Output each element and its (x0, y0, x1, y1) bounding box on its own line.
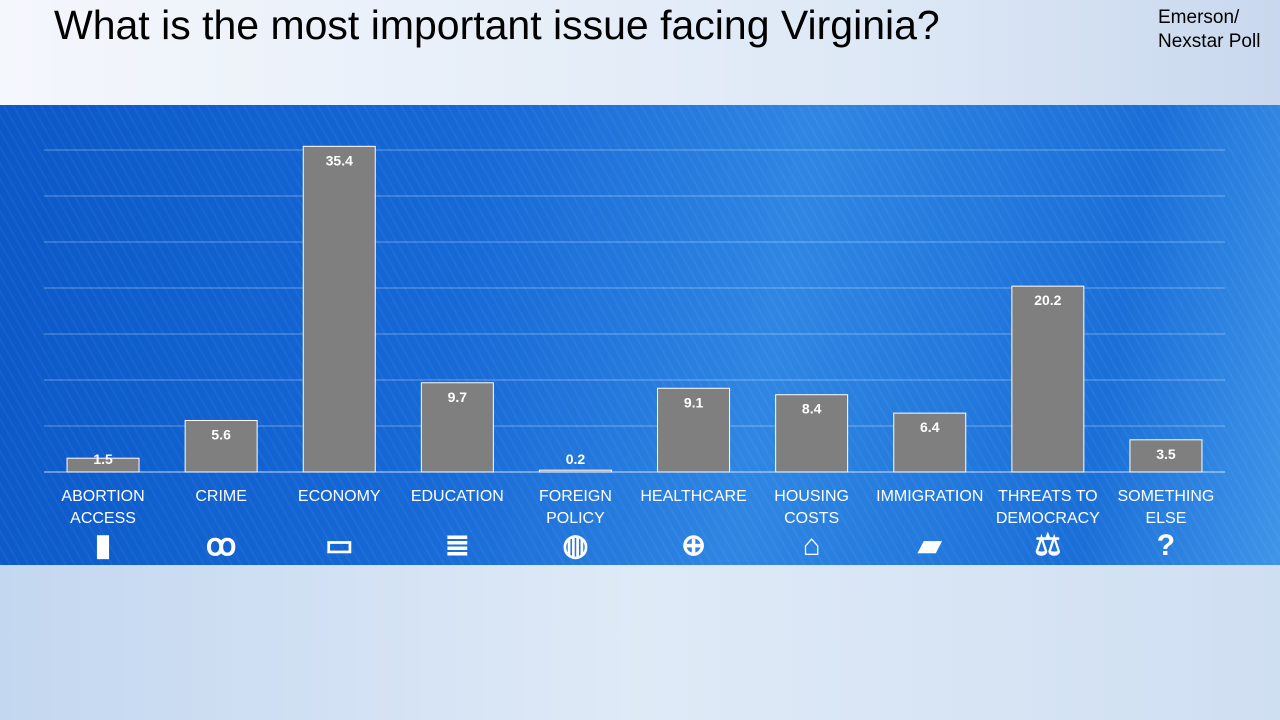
category-label-line: CRIME (195, 488, 247, 505)
bar (1129, 439, 1203, 473)
category-label-line: IMMIGRATION (876, 488, 984, 505)
category-label-line: THREATS TO (998, 488, 1098, 505)
money-icon: ▭ (325, 529, 354, 562)
data-label: 0.2 (566, 451, 586, 467)
scales-icon: ⚖ (1034, 529, 1062, 562)
handcuffs-icon: ꝏ (205, 529, 237, 562)
category-label: HEALTHCARE (634, 486, 754, 508)
category-label: ECONOMY (279, 486, 399, 508)
category-label-line: HEALTHCARE (640, 488, 747, 505)
category-label: SOMETHING ELSE (1106, 486, 1226, 530)
category-label-line: HOUSING (774, 488, 849, 505)
category-label: THREATS TO DEMOCRACY (988, 486, 1108, 530)
data-label: 20.2 (1034, 292, 1061, 308)
data-label: 5.6 (211, 426, 231, 442)
question-mark-icon: ? (1156, 529, 1176, 562)
bar (1011, 285, 1085, 473)
data-label: 6.4 (920, 419, 940, 435)
source-line: Nexstar Poll (1158, 31, 1261, 52)
footer-background (0, 565, 1280, 720)
category-label-line: ECONOMY (297, 488, 381, 505)
category-label-line: EDUCATION (410, 488, 504, 505)
category-label: HOUSING COSTS (752, 486, 872, 530)
chart-title: What is the most important issue facing … (54, 2, 940, 48)
category-label-line: ABORTION (61, 488, 145, 505)
category-label: FOREIGN POLICY (515, 486, 635, 530)
books-icon: ≣ (444, 529, 470, 562)
category-label-line: SOMETHING (1117, 488, 1215, 505)
data-label: 9.1 (684, 394, 704, 410)
data-label: 8.4 (802, 401, 822, 417)
house-icon: ⌂ (802, 529, 821, 562)
category-label-line: POLICY (546, 510, 605, 527)
data-label: 35.4 (326, 152, 353, 168)
medical-cross-icon: ⊕ (680, 529, 707, 562)
header-background (0, 0, 1280, 105)
briefcase-icon: ▰ (918, 529, 942, 562)
category-label-line: ACCESS (70, 510, 136, 527)
pill-bottle-icon: ▮ (94, 529, 112, 562)
category-label: CRIME (161, 486, 281, 508)
category-label-line: FOREIGN (538, 488, 612, 505)
data-label: 9.7 (448, 389, 468, 405)
category-label-line: ELSE (1145, 510, 1187, 527)
bar (657, 387, 731, 473)
bar (775, 394, 849, 473)
category-label: EDUCATION (397, 486, 517, 508)
source-line: Emerson/ (1158, 7, 1240, 28)
category-label: ABORTION ACCESS (43, 486, 163, 530)
poll-source: Emerson/ Nexstar Poll (1158, 6, 1260, 54)
bar (302, 145, 376, 473)
data-label: 1.5 (93, 451, 113, 467)
category-label-line: DEMOCRACY (995, 510, 1100, 527)
data-label: 3.5 (1156, 446, 1176, 462)
category-label-line: COSTS (784, 510, 840, 527)
bar (893, 412, 967, 473)
globe-icon: ◍ (562, 529, 589, 562)
category-label: IMMIGRATION (870, 486, 990, 508)
